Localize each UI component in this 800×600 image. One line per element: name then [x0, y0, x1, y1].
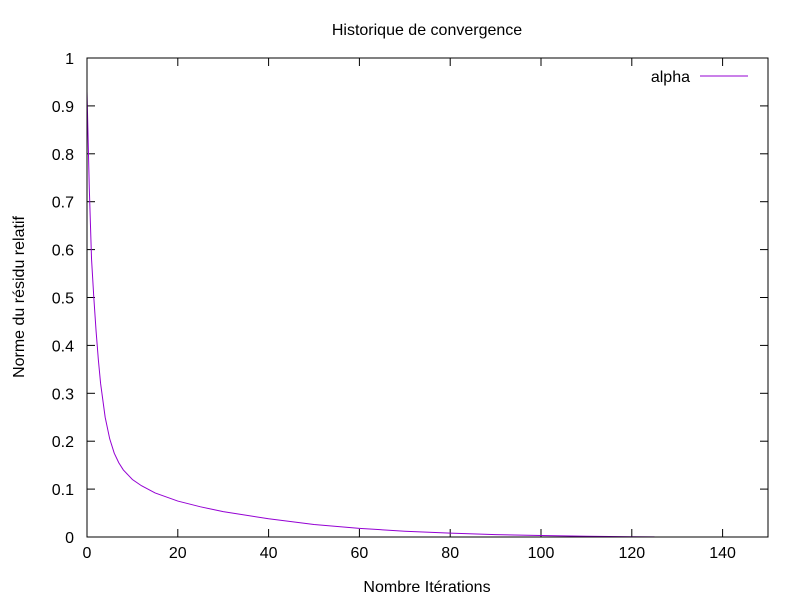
y-tick-label: 0.4	[52, 338, 74, 355]
chart-title: Historique de convergence	[332, 22, 522, 39]
y-tick-label: 0.1	[52, 482, 74, 499]
series-layer	[86, 91, 655, 538]
y-tick-label: 0	[65, 530, 74, 547]
y-tick-label: 0.9	[52, 99, 74, 116]
x-tick-label: 0	[83, 545, 92, 562]
y-tick-label: 0.5	[52, 291, 74, 308]
legend-label-alpha: alpha	[651, 69, 690, 86]
x-axis-label: Nombre Itérations	[363, 579, 490, 596]
y-tick-label: 0.6	[52, 243, 74, 260]
y-tick-label: 0.3	[52, 386, 74, 403]
legend: alpha	[651, 69, 748, 86]
x-tick-label: 120	[618, 545, 645, 562]
x-tick-label: 40	[260, 545, 278, 562]
ticks-layer: 0 20 40 60 80 100 120 140 0 0.1 0.2 0.3 0.4 0.5 0.6 0.7…	[52, 51, 768, 562]
y-tick-label: 0.7	[52, 195, 74, 212]
x-tick-label: 20	[169, 545, 187, 562]
y-tick-label: 1	[65, 51, 74, 68]
y-axis-label: Norme du résidu relatif	[11, 216, 28, 378]
x-tick-label: 100	[528, 545, 555, 562]
x-tick-label: 80	[441, 545, 459, 562]
series-line-alpha	[86, 91, 655, 538]
x-tick-label: 60	[351, 545, 369, 562]
y-tick-label: 0.8	[52, 147, 74, 164]
y-tick-label: 0.2	[52, 434, 74, 451]
x-tick-label: 140	[709, 545, 736, 562]
plot-frame	[86, 57, 769, 538]
